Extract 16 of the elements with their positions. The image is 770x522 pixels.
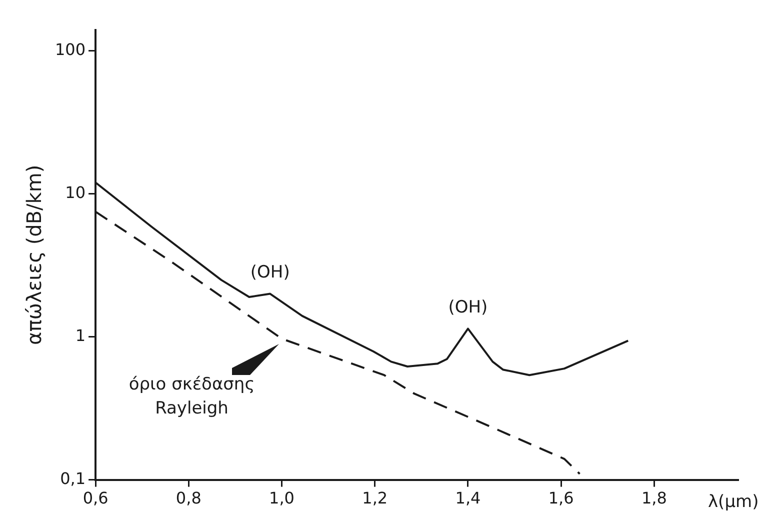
y-axis-title: απώλειες (dB/km)	[22, 164, 46, 345]
x-tick-label: 1,8	[641, 488, 667, 508]
annotation: (OH)	[448, 298, 488, 318]
x-axis-title: λ(μm)	[708, 492, 759, 512]
x-tick-label: 0,8	[176, 488, 202, 508]
x-tick-label: 0,6	[82, 488, 108, 508]
y-tick-label: 100	[54, 40, 86, 60]
y-tick-label: 1	[75, 326, 86, 345]
x-tick-label: 1,0	[269, 488, 294, 508]
x-tick-label: 1,4	[455, 488, 481, 508]
x-tick-label: 1,2	[362, 488, 388, 508]
annotation: (OH)	[250, 262, 290, 283]
y-tick-label: 0,1	[60, 468, 86, 488]
y-tick-label: 10	[65, 183, 86, 202]
x-tick-label: 1,6	[548, 488, 574, 508]
annotation: όριο σκέδασης Rayleigh	[128, 374, 255, 419]
